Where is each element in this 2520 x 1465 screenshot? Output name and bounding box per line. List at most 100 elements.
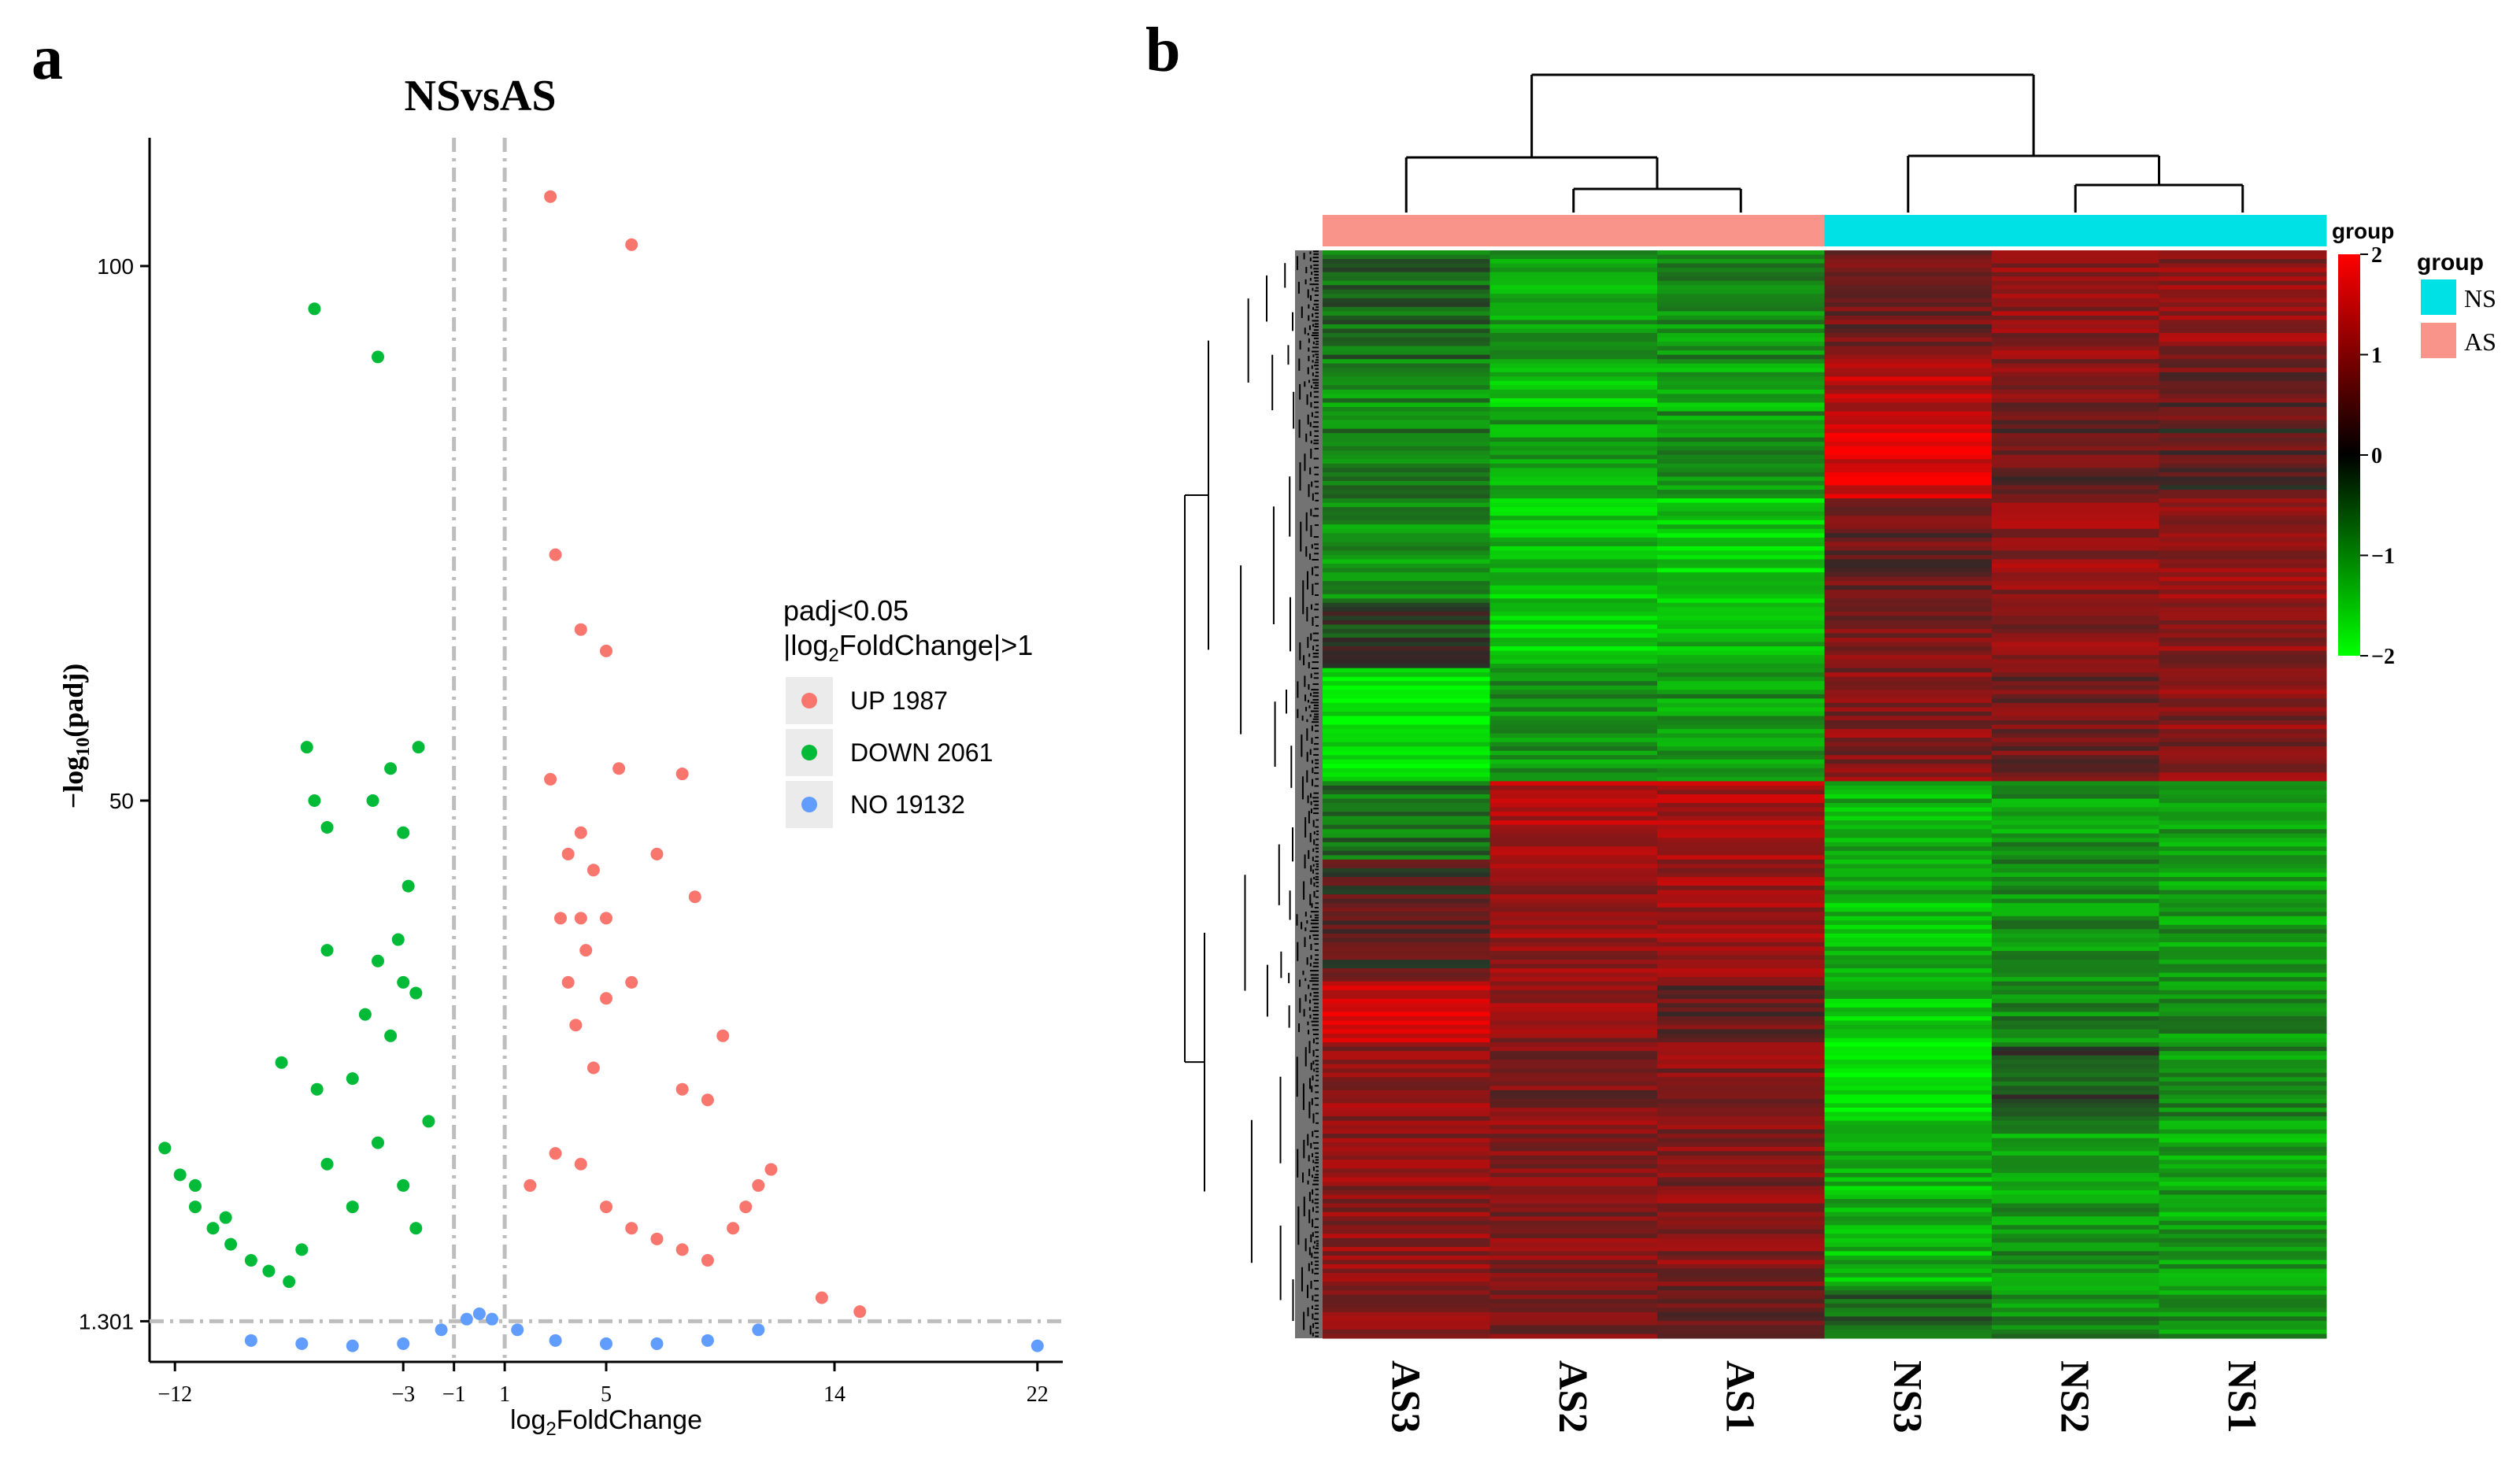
heatmap-cell <box>1323 1208 1490 1213</box>
heatmap-cell <box>1323 611 1490 616</box>
heatmap-cell <box>1323 829 1490 834</box>
heatmap-cell <box>1992 454 2159 460</box>
heatmap-cell <box>1323 385 1490 390</box>
heatmap-cell <box>1824 546 1993 551</box>
heatmap-cell <box>1489 912 1658 917</box>
heatmap-cell <box>1489 468 1658 473</box>
group-legend-title: group <box>2417 250 2484 276</box>
heatmap-cell <box>1489 1163 1658 1169</box>
heatmap-cell <box>1824 746 1993 752</box>
heatmap-cell <box>1824 951 1993 956</box>
heatmap-cell <box>2159 750 2327 756</box>
column-label: AS3 <box>1382 1360 1427 1433</box>
heatmap-cell <box>2159 1290 2327 1296</box>
heatmap-cell <box>1323 1138 1490 1143</box>
volcano-point <box>587 864 600 877</box>
heatmap-cell <box>1824 912 1993 917</box>
heatmap-cell <box>1824 838 1993 843</box>
volcano-point <box>320 1157 334 1171</box>
heatmap-cell <box>2159 463 2327 468</box>
heatmap-cell <box>1824 994 1993 1000</box>
heatmap-cell <box>1992 1186 2159 1191</box>
heatmap-cell <box>1489 1046 1658 1052</box>
heatmap-cell <box>1323 912 1490 917</box>
heatmap-cell <box>1992 859 2159 864</box>
heatmap-cell <box>1323 776 1490 782</box>
heatmap-cell <box>1489 1234 1658 1239</box>
heatmap-cell <box>1992 894 2159 900</box>
heatmap-cell <box>1824 886 1993 891</box>
heatmap-cell <box>1657 1299 1825 1304</box>
heatmap-cell <box>1489 342 1658 347</box>
heatmap-cell <box>1323 1237 1490 1243</box>
heatmap-cell <box>1824 389 1993 394</box>
heatmap-cell <box>1323 1320 1490 1326</box>
volcano-point <box>460 1312 473 1326</box>
heatmap-cell <box>1992 924 2159 930</box>
heatmap-cell <box>1489 707 1658 712</box>
heatmap-cell <box>1992 263 2159 268</box>
heatmap-cell <box>1824 276 1993 282</box>
heatmap-cell <box>1824 1068 1993 1074</box>
volcano-point <box>600 1200 612 1214</box>
heatmap-cell <box>1992 590 2159 595</box>
heatmap-cell <box>1489 724 1658 730</box>
volcano-point <box>346 1072 359 1086</box>
heatmap-cell <box>1657 1116 1825 1122</box>
heatmap-cell <box>1323 259 1490 265</box>
heatmap-cell <box>1489 1320 1658 1326</box>
heatmap-cell <box>1992 733 2159 738</box>
heatmap-cell <box>1489 368 1658 373</box>
volcano-point <box>435 1323 448 1337</box>
heatmap-cell <box>1657 1229 1825 1234</box>
heatmap-cell <box>1824 350 1993 356</box>
volcano-point <box>397 826 410 839</box>
heatmap-cell <box>1992 420 2159 425</box>
volcano-point <box>295 1337 309 1350</box>
heatmap-cell <box>2159 254 2327 260</box>
volcano-point <box>422 1115 435 1128</box>
heatmap-cell <box>1824 294 1993 299</box>
heatmap-cell <box>1657 972 1825 978</box>
heatmap-cell <box>1323 859 1490 864</box>
volcano-point <box>511 1323 524 1337</box>
heatmap-cell <box>2159 1186 2327 1191</box>
heatmap-cell <box>1657 320 1825 325</box>
heatmap-cell <box>1824 263 1993 268</box>
heatmap-cell <box>1489 507 1658 512</box>
heatmap-cell <box>1824 1334 1993 1339</box>
volcano-point <box>853 1305 867 1319</box>
heatmap-cell <box>1657 768 1825 773</box>
heatmap-cell <box>1657 955 1825 960</box>
heatmap-cell <box>1489 598 1658 604</box>
heatmap-cell <box>1657 598 1825 604</box>
heatmap-cell <box>2159 1316 2327 1322</box>
heatmap-cell <box>1489 494 1658 499</box>
heatmap-cell <box>1992 1098 2159 1104</box>
heatmap-cell <box>2159 528 2327 534</box>
heatmap-cell <box>1323 524 1490 530</box>
heatmap-cell <box>1992 698 2159 704</box>
heatmap-cell <box>1323 1046 1490 1052</box>
heatmap-cell <box>1489 886 1658 891</box>
heatmap-cell <box>1824 807 1993 812</box>
heatmap-cell <box>1323 542 1490 547</box>
heatmap-cell <box>1657 346 1825 351</box>
heatmap-cell <box>1992 738 2159 743</box>
heatmap-cell <box>1489 607 1658 612</box>
heatmap-cell <box>1657 433 1825 438</box>
heatmap-cell <box>1824 998 1993 1004</box>
heatmap-cell <box>1657 594 1825 599</box>
heatmap-cell <box>1489 1077 1658 1082</box>
heatmap-cell <box>1323 938 1490 943</box>
heatmap-cell <box>1323 1086 1490 1091</box>
heatmap-cell <box>2159 576 2327 582</box>
heatmap-cell <box>1992 637 2159 643</box>
volcano-threshold-lines <box>150 138 1063 1362</box>
heatmap-cell <box>1489 812 1658 817</box>
heatmap-cell <box>1489 933 1658 938</box>
heatmap-cell <box>1992 1255 2159 1260</box>
heatmap-cell <box>1489 824 1658 830</box>
heatmap-cell <box>1824 738 1993 743</box>
heatmap-cell <box>2159 1237 2327 1243</box>
